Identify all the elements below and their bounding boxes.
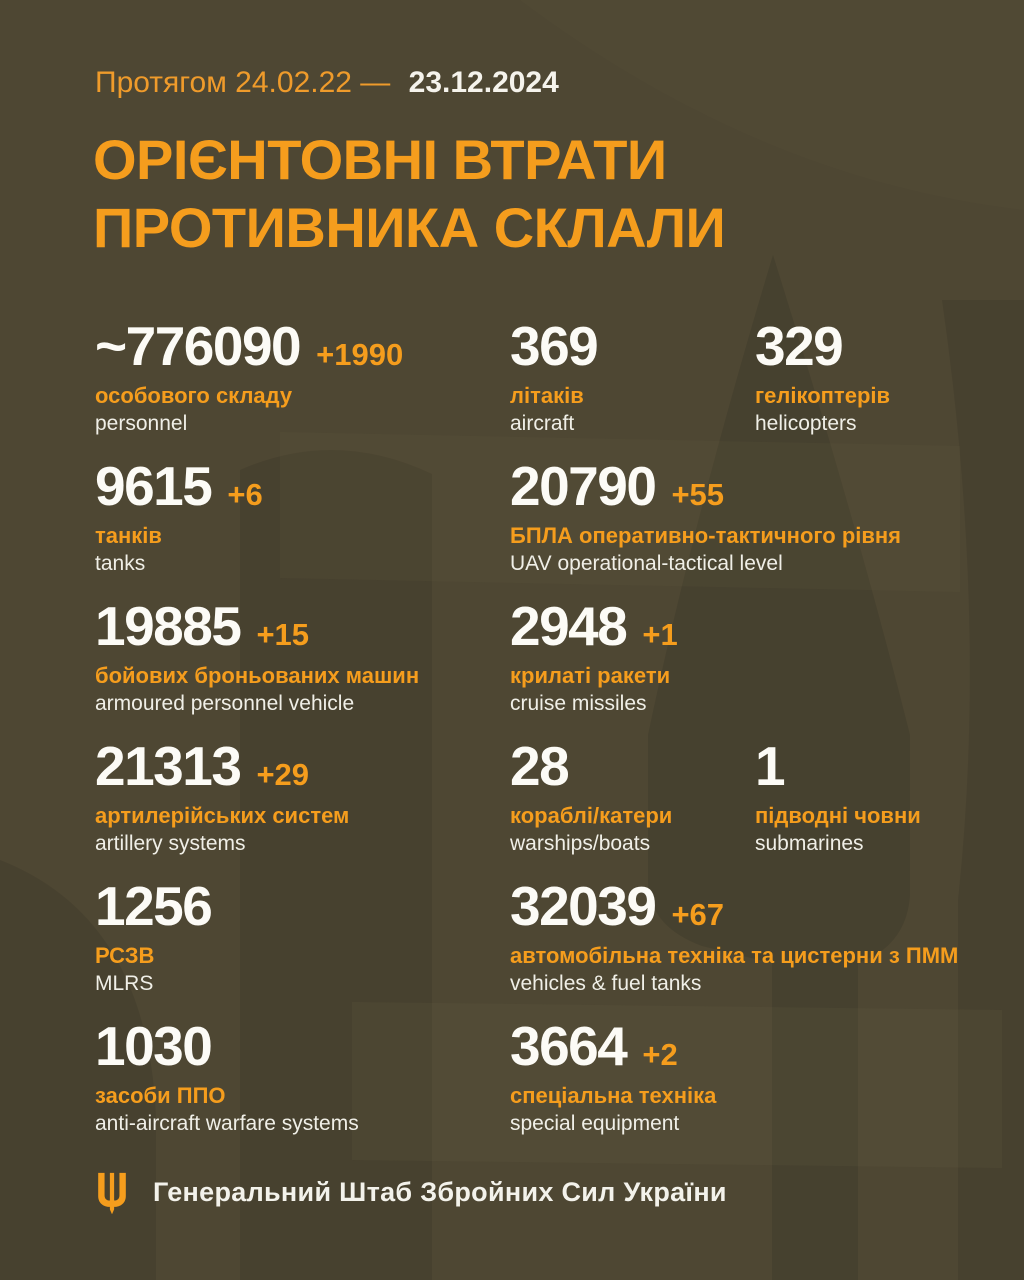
period-end-date: 23.12.2024: [408, 66, 559, 99]
stat-label-uk: засоби ППО: [95, 1083, 226, 1108]
stat-value: 28: [510, 735, 570, 797]
period-prefix: Протягом 24.02.22 —: [95, 66, 391, 99]
stat-delta: +1: [642, 617, 678, 652]
stat-delta: +55: [671, 477, 725, 512]
stat-value: 20790: [510, 455, 657, 517]
title-line-2: ПРОТИВНИКА СКЛАЛИ: [93, 196, 726, 259]
period-line: Протягом 24.02.22 — 23.12.2024: [95, 66, 559, 100]
stat-label-uk: літаків: [510, 383, 584, 408]
stat-tanks: 9615 +6 танків tanks: [95, 458, 263, 576]
stat-label-en: MLRS: [95, 972, 154, 995]
stat-label-uk: спеціальна техніка: [510, 1083, 717, 1108]
stat-label-en: artillery systems: [95, 832, 246, 855]
stat-delta: +67: [671, 897, 725, 932]
stat-value: 19885: [95, 595, 242, 657]
stat-label-uk: крилаті ракети: [510, 663, 671, 688]
source-attribution: Генеральний Штаб Збройних Сил України: [153, 1176, 727, 1207]
stat-label-en: personnel: [95, 412, 188, 435]
stat-value: 9615: [95, 455, 213, 517]
tryzub-icon: [98, 1172, 126, 1214]
stat-label-uk: БПЛА оперативно-тактичного рівня: [510, 523, 902, 548]
stat-label-en: vehicles & fuel tanks: [510, 972, 702, 995]
stat-value: 329: [755, 315, 844, 377]
stat-personnel: ~776090 +1990 особового складу personnel: [95, 318, 403, 436]
stat-value: 369: [510, 315, 599, 377]
stat-label-en: anti-aircraft warfare systems: [95, 1112, 359, 1135]
stat-warships: 28 кораблі/катери warships/boats: [510, 738, 672, 856]
stat-armoured-vehicles: 19885 +15 бойових броньованих машин armou…: [95, 598, 419, 716]
page-title: ОРІЄНТОВНІ ВТРАТИ ПРОТИВНИКА СКЛАЛИ: [93, 126, 726, 262]
stat-mlrs: 1256 РСЗВ MLRS: [95, 875, 213, 996]
stat-delta: +2: [642, 1037, 678, 1072]
stat-label-en: warships/boats: [510, 832, 651, 855]
stat-cruise-missiles: 2948 +1 крилаті ракети cruise missiles: [510, 598, 678, 716]
stat-label-uk: РСЗВ: [95, 943, 155, 968]
stat-delta: +15: [256, 617, 310, 652]
title-line-1: ОРІЄНТОВНІ ВТРАТИ: [93, 128, 667, 191]
stat-label-uk: автомобільна техніка та цистерни з ПММ: [510, 943, 959, 968]
stat-label-en: helicopters: [755, 412, 857, 435]
stat-label-uk: танків: [95, 523, 162, 548]
stat-value: 2948: [510, 595, 628, 657]
stat-aircraft: 369 літаків aircraft: [510, 315, 599, 436]
stat-submarines: 1 підводні човни submarines: [755, 738, 921, 856]
stat-anti-aircraft: 1030 засоби ППО anti-aircraft warfare sy…: [95, 1018, 359, 1136]
stat-value: 1: [755, 735, 786, 797]
stat-uav: 20790 +55 БПЛА оперативно-тактичного рівн…: [510, 458, 901, 576]
stat-label-en: aircraft: [510, 412, 575, 435]
stat-label-en: tanks: [95, 552, 146, 575]
stat-value: 1256: [95, 875, 213, 937]
stat-value: 3664: [510, 1015, 628, 1077]
stat-delta: +29: [256, 757, 310, 792]
stat-label-en: special equipment: [510, 1112, 680, 1135]
stat-special-equipment: 3664 +2 спеціальна техніка special equipm…: [510, 1018, 716, 1136]
stat-label-uk: бойових броньованих машин: [95, 663, 420, 688]
stat-label-en: UAV operational-tactical level: [510, 552, 783, 575]
stat-label-uk: кораблі/катери: [510, 803, 673, 828]
stat-value: 21313: [95, 735, 242, 797]
stat-label-uk: особового складу: [95, 383, 293, 408]
stat-value: ~776090: [95, 315, 302, 377]
stat-label-uk: підводні човни: [755, 803, 921, 828]
stat-delta: +6: [227, 477, 263, 512]
stat-label-en: submarines: [755, 832, 864, 855]
stat-value: 1030: [95, 1015, 213, 1077]
footer: Генеральний Штаб Збройних Сил України: [95, 1170, 727, 1214]
stat-artillery: 21313 +29 артилерійських систем artillery…: [95, 738, 349, 856]
stat-helicopters: 329 гелікоптерів helicopters: [755, 318, 890, 436]
stat-label-en: armoured personnel vehicle: [95, 692, 355, 715]
stat-value: 32039: [510, 875, 657, 937]
stat-label-uk: артилерійських систем: [95, 803, 350, 828]
stat-label-en: cruise missiles: [510, 692, 647, 715]
stat-delta: +1990: [316, 337, 404, 372]
stat-label-uk: гелікоптерів: [755, 383, 891, 408]
stat-vehicles-fuel-tanks: 32039 +67 автомобільна техніка та цистерн…: [510, 878, 958, 996]
